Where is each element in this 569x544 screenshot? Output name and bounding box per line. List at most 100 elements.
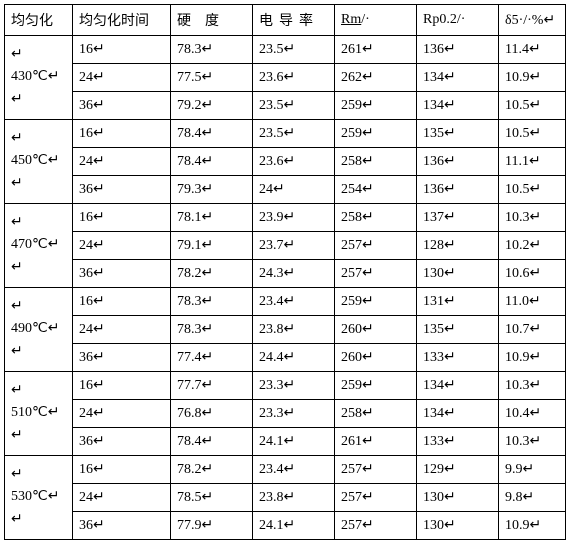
rm-cell: 260↵ <box>335 344 417 372</box>
rp-cell: 134↵ <box>417 64 499 92</box>
rp-cell: 130↵ <box>417 484 499 512</box>
mark-icon: ↵ <box>93 70 105 85</box>
mark-icon: ↵ <box>362 350 374 365</box>
mark-icon: ↵ <box>93 490 105 505</box>
mark-icon: ↵ <box>444 70 456 85</box>
mark-icon: ↵ <box>284 518 296 533</box>
cell-value: 10.3 <box>505 434 530 449</box>
mark-icon: ↵ <box>444 154 456 169</box>
cell-value: 78.3 <box>177 322 202 337</box>
mark-icon: ↵ <box>93 462 105 477</box>
mark-icon: ↵ <box>284 266 296 281</box>
conductivity-cell: 24↵ <box>253 176 335 204</box>
mark-icon: ↵ <box>93 322 105 337</box>
mark-icon: ↵ <box>530 70 542 85</box>
cell-value: 11.1 <box>505 154 529 169</box>
time-cell: 16↵ <box>73 120 171 148</box>
cell-value: 24.1 <box>259 518 284 533</box>
cell-value: 24 <box>79 154 93 169</box>
cell-value: 129 <box>423 462 444 477</box>
time-cell: 24↵ <box>73 400 171 428</box>
cell-value: 261 <box>341 42 362 57</box>
cell-value: 23.3 <box>259 378 284 393</box>
mark-icon: ↵ <box>93 42 105 57</box>
table-row: ↵490℃↵↵16↵78.3↵23.4↵259↵131↵11.0↵ <box>5 288 566 316</box>
rp-cell: 130↵ <box>417 260 499 288</box>
table-row: ↵530℃↵↵16↵78.2↵23.4↵257↵129↵9.9↵ <box>5 456 566 484</box>
rp-cell: 134↵ <box>417 92 499 120</box>
cell-value: 9.9 <box>505 462 523 477</box>
mark-icon: ↵ <box>530 518 542 533</box>
mark-icon: ↵ <box>284 70 296 85</box>
time-cell: 16↵ <box>73 288 171 316</box>
mark-icon: ↵ <box>530 238 542 253</box>
conductivity-cell: 23.4↵ <box>253 456 335 484</box>
mark-icon: ↵ <box>444 98 456 113</box>
cell-value: 136 <box>423 182 444 197</box>
mark-icon: ↵ <box>93 378 105 393</box>
rp-cell: 135↵ <box>417 316 499 344</box>
cell-value: 130 <box>423 266 444 281</box>
mark-icon: ↵ <box>202 266 214 281</box>
mark-icon: ↵ <box>202 294 214 309</box>
rm-cell: 258↵ <box>335 204 417 232</box>
delta-cell: 10.9↵ <box>499 64 566 92</box>
conductivity-cell: 23.5↵ <box>253 36 335 64</box>
mark-icon: ↵ <box>530 182 542 197</box>
mark-icon: ↵ <box>284 462 296 477</box>
rm-cell: 257↵ <box>335 512 417 540</box>
mark-icon: ↵ <box>202 406 214 421</box>
cell-value: 130 <box>423 490 444 505</box>
rp-cell: 134↵ <box>417 400 499 428</box>
delta-cell: 10.9↵ <box>499 344 566 372</box>
mark-icon: ↵ <box>11 299 23 314</box>
cell-value: 23.5 <box>259 98 284 113</box>
rm-cell: 258↵ <box>335 400 417 428</box>
cell-value: 136 <box>423 154 444 169</box>
delta-cell: 10.5↵ <box>499 120 566 148</box>
mark-icon: ↵ <box>202 378 214 393</box>
mark-icon: ↵ <box>202 154 214 169</box>
cell-value: 10.4 <box>505 406 530 421</box>
mark-icon: ↵ <box>444 182 456 197</box>
mark-icon: ↵ <box>362 182 374 197</box>
mark-icon: ↵ <box>202 210 214 225</box>
cell-value: 135 <box>423 126 444 141</box>
conductivity-cell: 24.1↵ <box>253 428 335 456</box>
mark-icon: ↵ <box>93 182 105 197</box>
text: Rp0.2/· <box>423 12 465 27</box>
mark-icon: ↵ <box>48 237 60 252</box>
cell-value: 23.8 <box>259 490 284 505</box>
rm-cell: 257↵ <box>335 484 417 512</box>
mark-icon: ↵ <box>202 182 214 197</box>
rm-cell: 258↵ <box>335 148 417 176</box>
mark-icon: ↵ <box>284 490 296 505</box>
hardness-cell: 77.4↵ <box>171 344 253 372</box>
mark-icon: ↵ <box>362 490 374 505</box>
time-cell: 16↵ <box>73 456 171 484</box>
temp-value: 430℃ <box>11 69 48 84</box>
cell-value: 133 <box>423 434 444 449</box>
mark-icon: ↵ <box>362 210 374 225</box>
mark-icon: ↵ <box>530 434 542 449</box>
time-cell: 16↵ <box>73 204 171 232</box>
rp-cell: 134↵ <box>417 372 499 400</box>
table-row: ↵510℃↵↵16↵77.7↵23.3↵259↵134↵10.3↵ <box>5 372 566 400</box>
rm-cell: 261↵ <box>335 36 417 64</box>
cell-value: 78.2 <box>177 266 202 281</box>
hardness-cell: 78.4↵ <box>171 120 253 148</box>
delta-cell: 11.4↵ <box>499 36 566 64</box>
cell-value: 23.9 <box>259 210 284 225</box>
mark-icon: ↵ <box>284 434 296 449</box>
cell-value: 134 <box>423 70 444 85</box>
mark-icon: ↵ <box>530 378 542 393</box>
time-cell: 36↵ <box>73 176 171 204</box>
header-time: 均匀化时间 <box>73 5 171 36</box>
cell-value: 16 <box>79 462 93 477</box>
cell-value: 24.3 <box>259 266 284 281</box>
cell-value: 24 <box>79 238 93 253</box>
cell-value: 24 <box>79 490 93 505</box>
cell-value: 79.1 <box>177 238 202 253</box>
temp-value: 450℃ <box>11 153 48 168</box>
mark-icon: ↵ <box>48 69 60 84</box>
